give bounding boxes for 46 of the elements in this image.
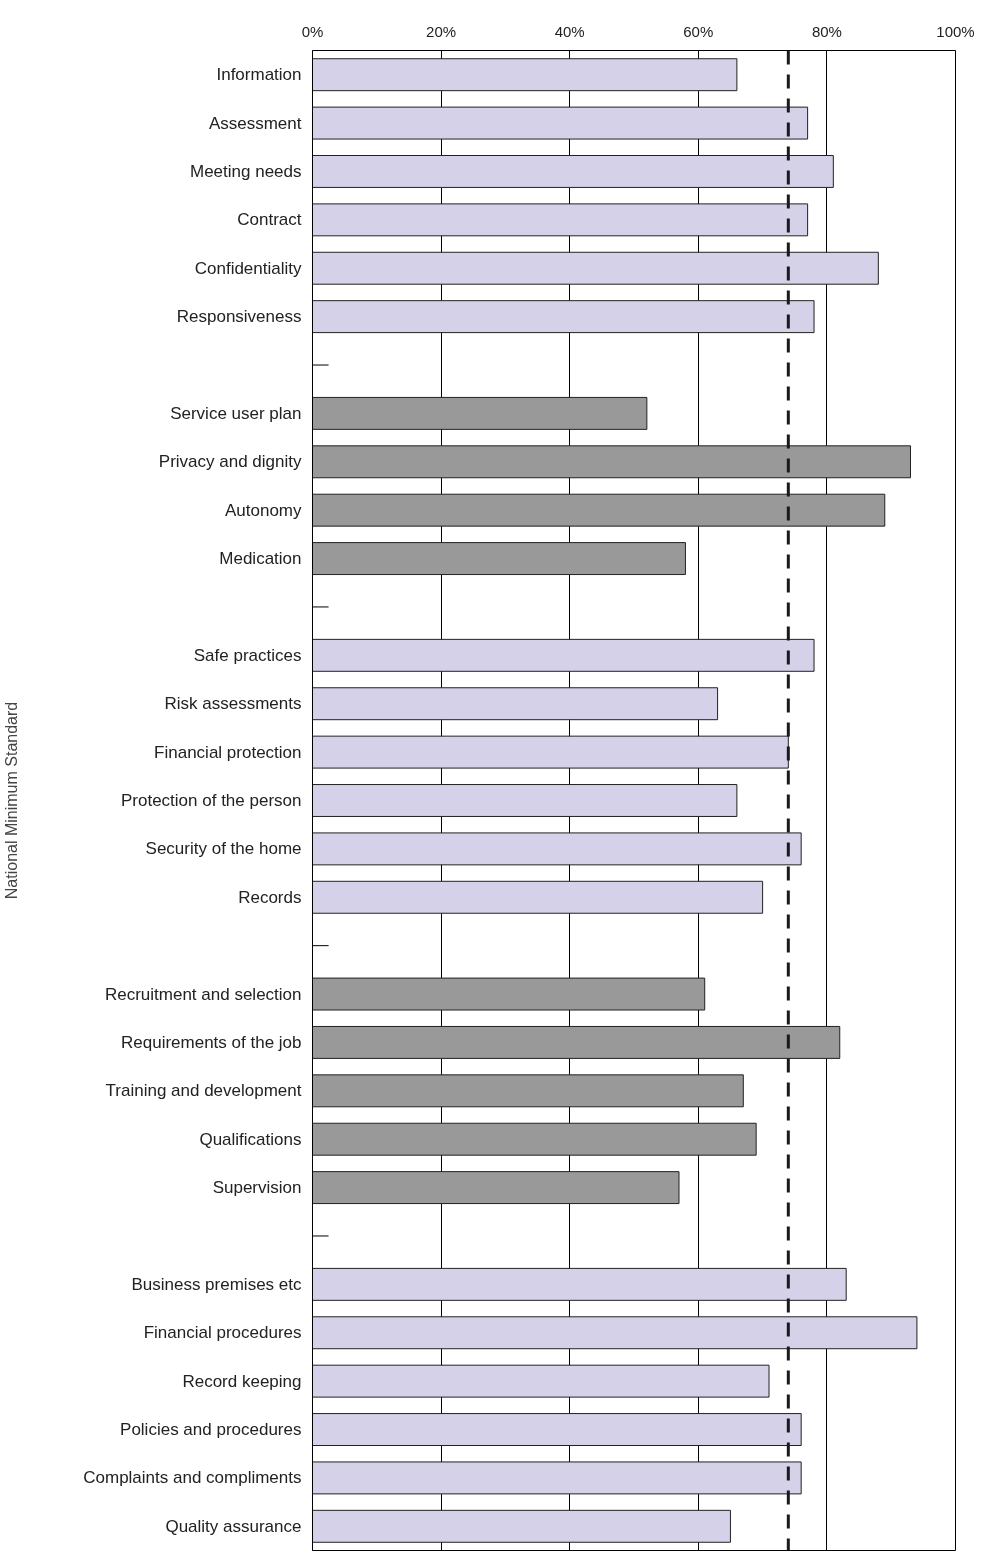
x-tick-label: 60% — [683, 22, 714, 40]
y-tick-label: Responsiveness — [176, 307, 302, 327]
y-tick-label: Contract — [237, 210, 302, 230]
y-tick-label: Qualifications — [199, 1129, 302, 1149]
y-tick-label: Business premises etc — [131, 1274, 302, 1294]
bar — [312, 977, 706, 1011]
x-tick-label: 20% — [426, 22, 457, 40]
bar — [312, 784, 738, 817]
y-tick-label: Information — [216, 65, 302, 85]
bar — [312, 542, 686, 576]
y-tick-label: Requirements of the job — [121, 1032, 302, 1052]
y-tick-label: Complaints and compliments — [83, 1468, 302, 1488]
bar — [312, 396, 648, 430]
x-tick-label: 100% — [936, 22, 975, 40]
y-tick-label: Records — [238, 887, 302, 907]
bar — [312, 687, 719, 721]
y-tick-label: Risk assessments — [164, 694, 302, 714]
y-tick-label: Financial protection — [154, 742, 302, 762]
y-tick-label: Quality assurance — [165, 1516, 302, 1536]
y-axis-title: National Minimum Standard — [3, 701, 21, 900]
y-tick-label: Record keeping — [182, 1371, 302, 1391]
x-tick-label: 80% — [811, 22, 842, 40]
y-tick-label: Training and development — [105, 1081, 302, 1101]
y-tick-label: Autonomy — [224, 500, 302, 520]
y-tick-label: Confidentiality — [194, 258, 302, 278]
y-tick-label: Security of the home — [145, 839, 302, 859]
y-tick-label: Service user plan — [170, 403, 302, 423]
y-tick-label: Supervision — [212, 1178, 302, 1198]
y-tick-label: Protection of the person — [121, 791, 302, 810]
y-tick-label: Safe practices — [193, 645, 302, 665]
bar — [312, 1122, 757, 1156]
bar — [312, 1364, 770, 1398]
x-tick-label: 0% — [301, 22, 324, 40]
bar — [312, 58, 738, 92]
y-tick-label: Financial procedures — [143, 1323, 302, 1343]
y-tick-label: Assessment — [208, 113, 302, 133]
y-tick-label: Medication — [219, 549, 302, 569]
bar — [312, 1171, 680, 1205]
bar — [312, 880, 764, 914]
y-tick-label: Policies and procedures — [120, 1420, 302, 1440]
y-tick-label: Privacy and dignity — [158, 452, 302, 472]
bar — [312, 1074, 744, 1108]
y-tick-label: Recruitment and selection — [104, 984, 302, 1004]
bar — [312, 1509, 731, 1543]
y-tick-label: Meeting needs — [189, 161, 302, 181]
x-tick-label: 40% — [554, 22, 585, 40]
